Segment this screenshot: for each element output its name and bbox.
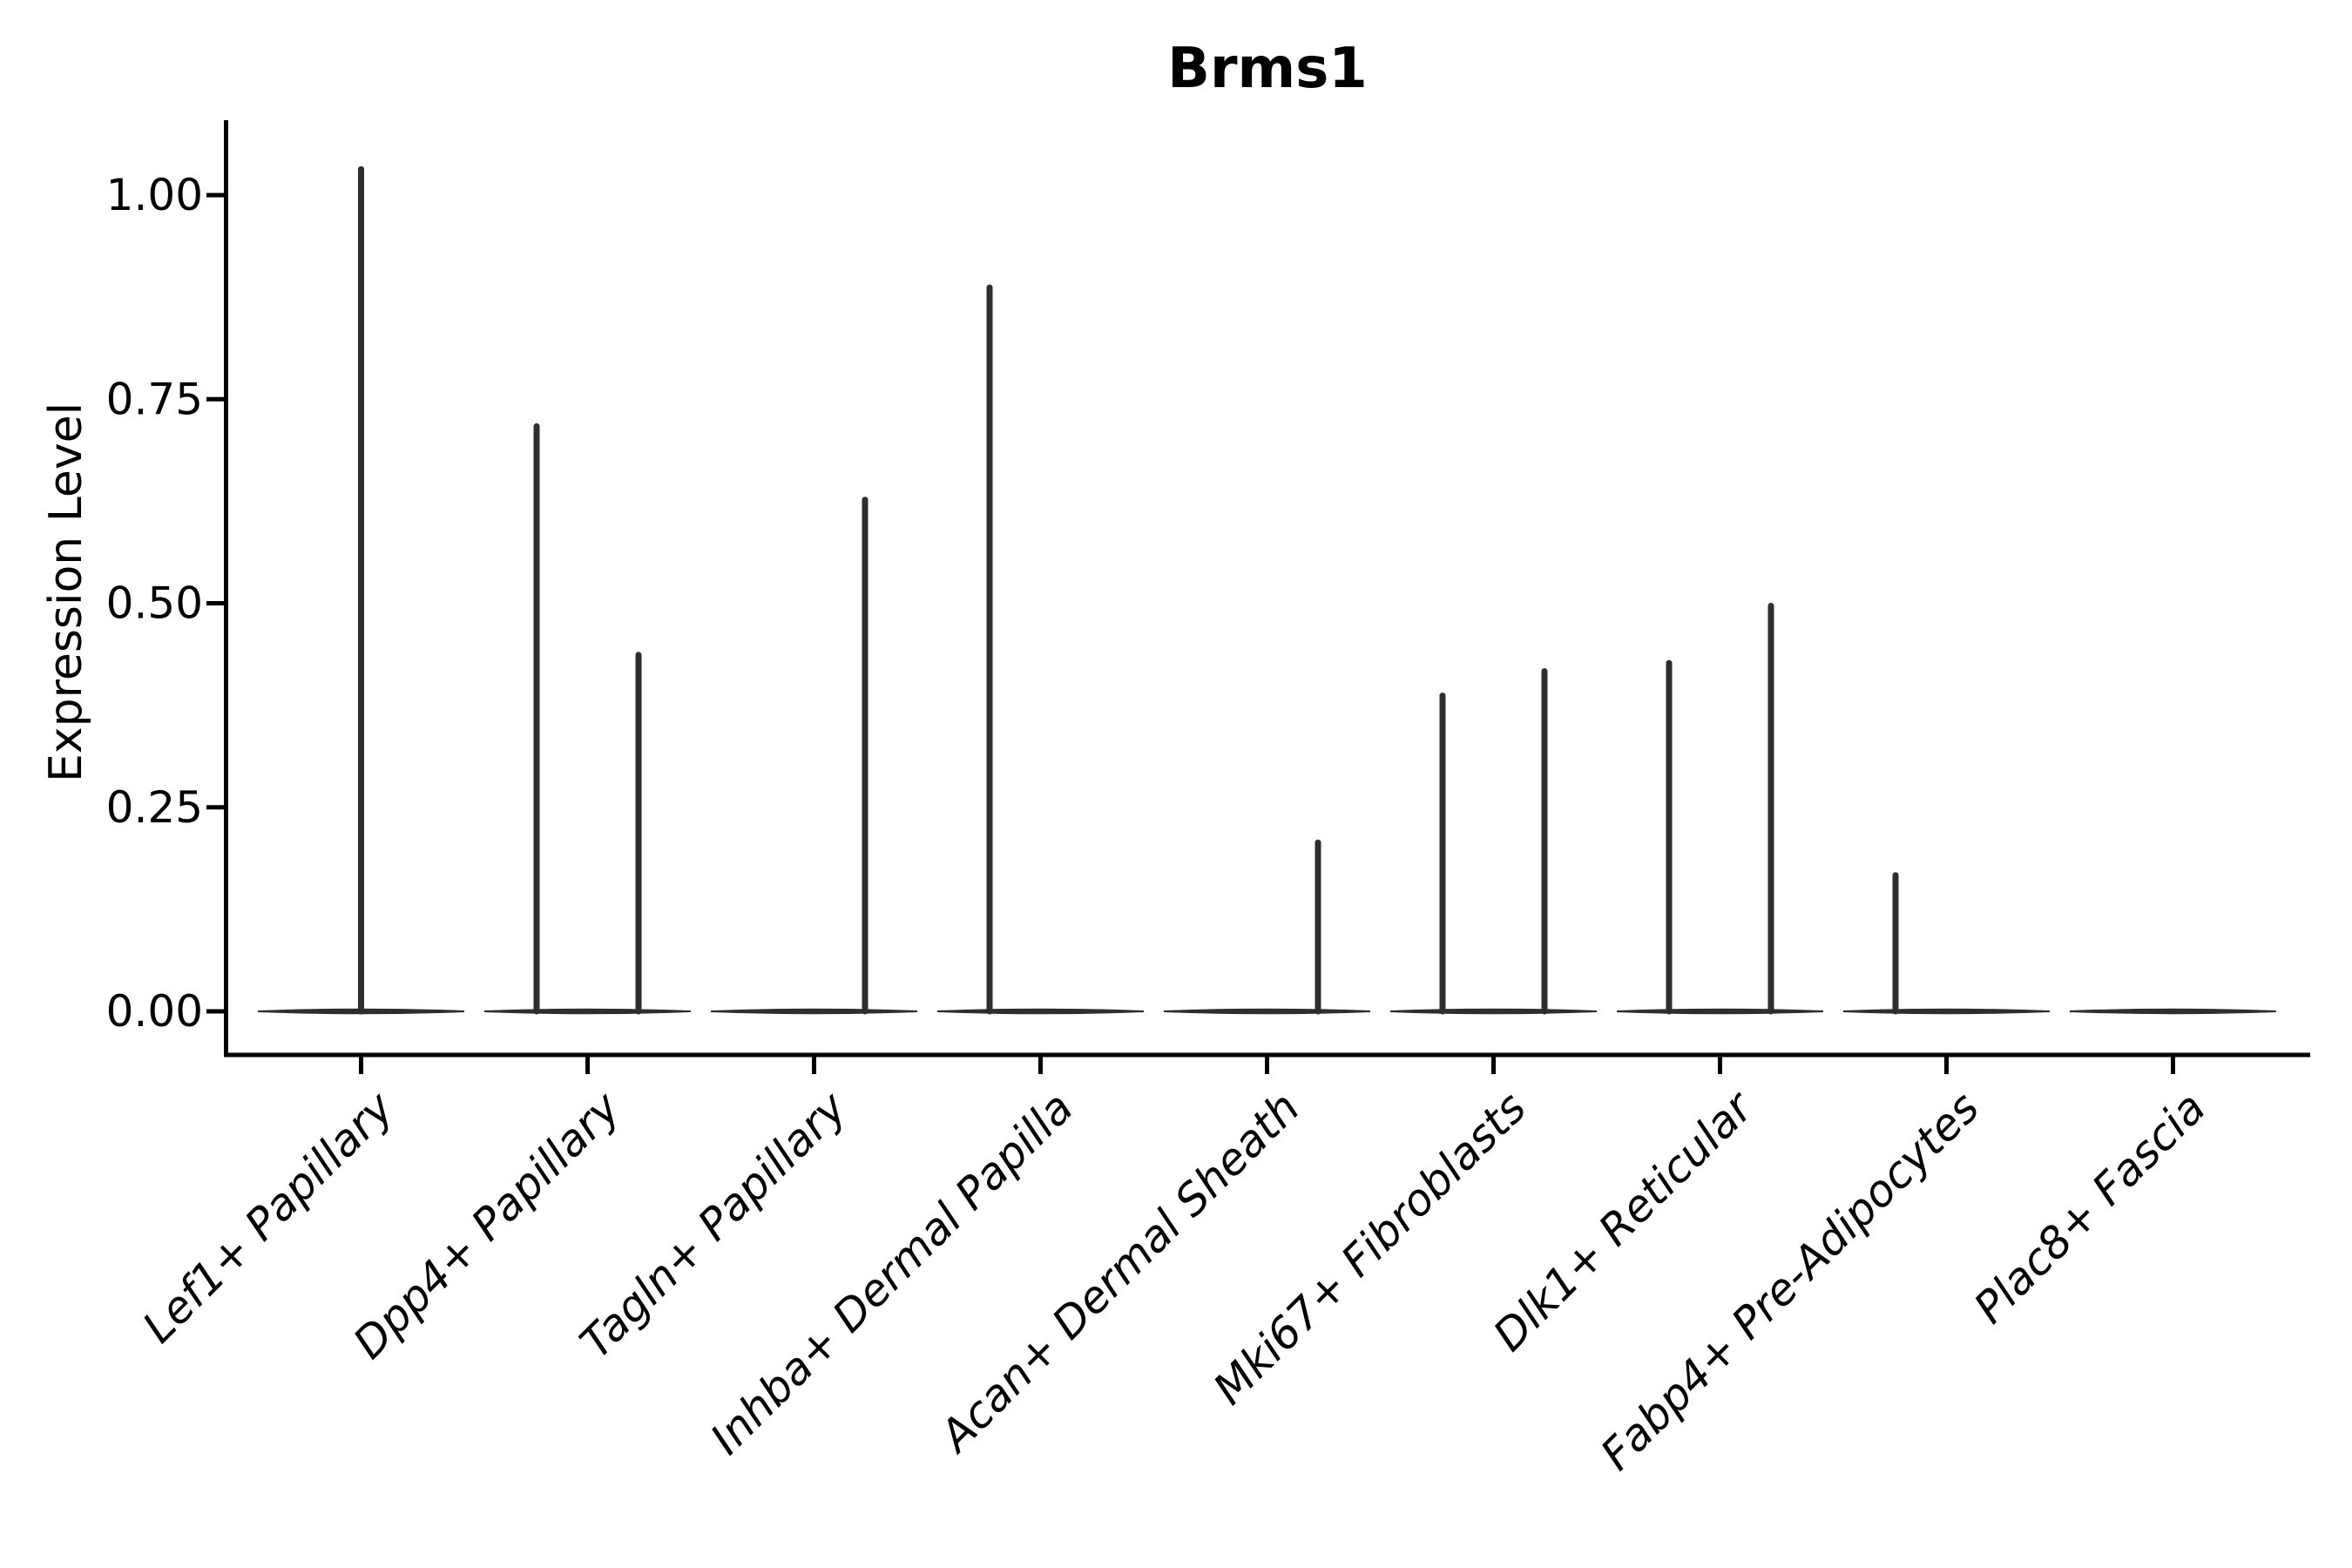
y-axis-label: Expression Level — [40, 402, 92, 782]
violin-body — [2069, 1008, 2277, 1015]
y-axis-ticks: 0.00 0.25 0.50 0.75 1.00 — [106, 170, 224, 1037]
chart-title: Brms1 — [1167, 37, 1368, 101]
violin-body — [1842, 1008, 2051, 1015]
x-tick-label: Fabp4+ Pre-Adipocytes — [1591, 1082, 1989, 1480]
x-tick-label: Plac8+ Fascia — [1964, 1082, 2215, 1333]
y-tick-label: 1.00 — [106, 170, 203, 220]
x-tick-label: Inhba+ Dermal Papilla — [701, 1082, 1083, 1463]
y-tick-label: 0.25 — [106, 782, 203, 833]
y-tick-label: 0.50 — [106, 578, 203, 629]
violin-body — [710, 1008, 918, 1015]
violins — [257, 166, 2277, 1015]
x-tick-label: Acan+ Dermal Sheath — [929, 1082, 1309, 1463]
violin-body — [1389, 1008, 1598, 1015]
violin-body — [936, 1008, 1145, 1015]
violin-body — [1616, 1008, 1824, 1015]
y-tick-label: 0.00 — [106, 986, 203, 1037]
violin-body — [483, 1008, 692, 1015]
y-tick-label: 0.75 — [106, 374, 203, 424]
violin-body — [1163, 1008, 1371, 1015]
